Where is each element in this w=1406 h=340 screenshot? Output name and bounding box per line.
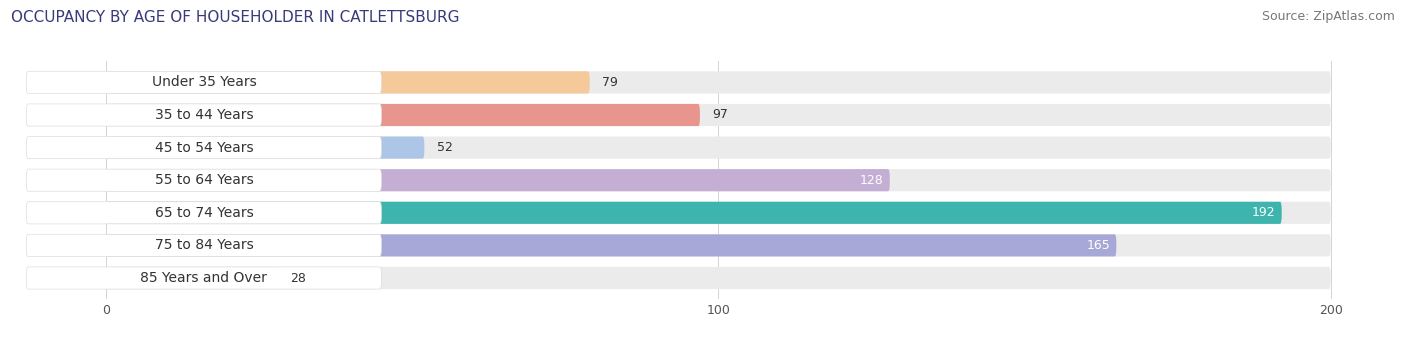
Text: 45 to 54 Years: 45 to 54 Years: [155, 141, 253, 155]
FancyBboxPatch shape: [27, 137, 381, 159]
FancyBboxPatch shape: [105, 267, 277, 289]
Text: 192: 192: [1251, 206, 1275, 219]
Text: 35 to 44 Years: 35 to 44 Years: [155, 108, 253, 122]
FancyBboxPatch shape: [105, 202, 1330, 224]
Text: OCCUPANCY BY AGE OF HOUSEHOLDER IN CATLETTSBURG: OCCUPANCY BY AGE OF HOUSEHOLDER IN CATLE…: [11, 10, 460, 25]
FancyBboxPatch shape: [105, 267, 1330, 289]
FancyBboxPatch shape: [105, 71, 1330, 94]
Text: 85 Years and Over: 85 Years and Over: [141, 271, 267, 285]
FancyBboxPatch shape: [27, 104, 381, 126]
Text: 128: 128: [860, 174, 883, 187]
FancyBboxPatch shape: [27, 234, 381, 256]
FancyBboxPatch shape: [27, 71, 381, 94]
Text: 165: 165: [1087, 239, 1111, 252]
FancyBboxPatch shape: [105, 234, 1330, 256]
FancyBboxPatch shape: [105, 169, 890, 191]
FancyBboxPatch shape: [105, 169, 1330, 191]
Text: 79: 79: [602, 76, 617, 89]
FancyBboxPatch shape: [27, 267, 381, 289]
FancyBboxPatch shape: [105, 104, 700, 126]
Text: 55 to 64 Years: 55 to 64 Years: [155, 173, 253, 187]
FancyBboxPatch shape: [27, 202, 381, 224]
FancyBboxPatch shape: [105, 234, 1116, 256]
FancyBboxPatch shape: [105, 202, 1282, 224]
FancyBboxPatch shape: [105, 104, 1330, 126]
FancyBboxPatch shape: [105, 71, 589, 94]
FancyBboxPatch shape: [27, 169, 381, 191]
Text: 52: 52: [437, 141, 453, 154]
Text: 65 to 74 Years: 65 to 74 Years: [155, 206, 253, 220]
FancyBboxPatch shape: [105, 137, 1330, 159]
FancyBboxPatch shape: [105, 137, 425, 159]
Text: 28: 28: [290, 272, 305, 285]
Text: 97: 97: [713, 108, 728, 121]
Text: Source: ZipAtlas.com: Source: ZipAtlas.com: [1261, 10, 1395, 23]
Text: Under 35 Years: Under 35 Years: [152, 75, 256, 89]
Text: 75 to 84 Years: 75 to 84 Years: [155, 238, 253, 252]
